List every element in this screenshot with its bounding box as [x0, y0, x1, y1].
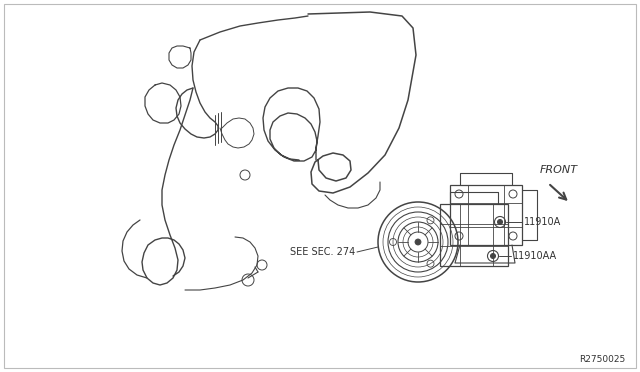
Circle shape [497, 219, 502, 224]
Text: FRONT: FRONT [540, 165, 578, 175]
Text: R2750025: R2750025 [579, 356, 625, 365]
Text: 11910A: 11910A [524, 217, 561, 227]
Circle shape [415, 239, 421, 245]
Text: SEE SEC. 274: SEE SEC. 274 [290, 247, 355, 257]
Text: 11910AA: 11910AA [513, 251, 557, 261]
Circle shape [490, 253, 495, 259]
Bar [450, 185, 522, 245]
Bar [440, 204, 508, 266]
